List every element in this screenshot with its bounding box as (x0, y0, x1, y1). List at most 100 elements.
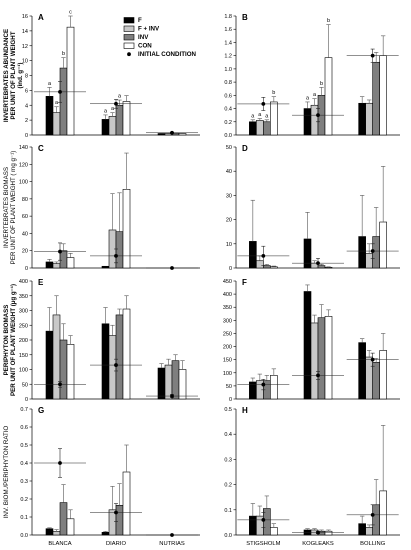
panel-a-initial-dot (114, 101, 118, 106)
x-category-label: KOGLEAKS (302, 541, 334, 547)
panel-b-bar-f (249, 121, 257, 136)
panel-c-bar-f (45, 261, 54, 269)
panel-d-ytick-label: 40 (226, 169, 232, 175)
panel-c-ytick-label: 140 (19, 145, 28, 151)
panel-d-bar-f (358, 236, 366, 269)
panel-d-letter: D (242, 144, 248, 153)
panel-e-initial-dot (114, 363, 118, 367)
panel-h-bar-con (270, 527, 278, 536)
panel-b-bar-con (270, 101, 278, 136)
panel-d-bar-con (379, 221, 387, 269)
panel-g-initial-dot (114, 510, 118, 515)
row-label-1: (ind. g⁻¹) (17, 63, 24, 89)
panel-g-bar-finv (52, 531, 61, 536)
panel-c-initial-dot (58, 249, 62, 254)
panel-a-ytick-label: 8 (25, 74, 28, 80)
panel-b-ytick-label: 1.2 (224, 54, 232, 60)
panel-a-ytick-label: 16 (22, 14, 28, 20)
panel-b-ytick-label: 1.4 (224, 40, 232, 46)
panel-c-bar-con (66, 257, 75, 269)
panel-d-bar-f (303, 238, 312, 269)
panel-g-bar-f (45, 528, 54, 536)
panel-a-ytick-label: 2 (25, 118, 28, 124)
legend-label: F + INV (138, 26, 160, 33)
panel-h-bar-f (249, 515, 257, 536)
panel-c-bar-f (101, 265, 110, 269)
panel-e-ytick-label: 300 (19, 309, 28, 315)
panel-a-ytick-label: 0 (25, 133, 28, 139)
panel-f-initial-dot (370, 357, 375, 362)
panel-a-letter: A (38, 13, 44, 22)
panel-e-bar-con (66, 344, 75, 400)
panel-c-ytick-label: 100 (19, 180, 28, 186)
panel-a-initial-dot (58, 89, 62, 94)
panel-a-ytick-label: 12 (22, 44, 28, 50)
panel-b-sig-letter: b (320, 81, 323, 87)
panel-a-initial-dot (170, 130, 174, 135)
panel-e-bar-finv (108, 335, 117, 400)
panel-b-bar-finv (310, 104, 319, 136)
panel-h-initial-dot (261, 517, 266, 522)
panel-a-bar-f (101, 119, 110, 136)
panel-e-bar-inv (59, 339, 68, 400)
panel-h-bar-finv (365, 527, 373, 536)
panel-e-ytick-label: 50 (22, 382, 28, 388)
panel-f-bar-con (270, 375, 278, 400)
panel-a-sig-letter: a (48, 81, 52, 87)
panel-d-bar-finv (256, 260, 264, 269)
panel-a-sig-letter: a (111, 106, 115, 112)
panel-b-sig-letter: b (272, 90, 275, 96)
panel-c-initial-dot (170, 266, 174, 270)
panel-c-bar-con (122, 189, 131, 269)
panel-e-bar-inv (171, 360, 180, 400)
panel-h-ytick-label: 0.3 (224, 457, 232, 463)
panel-a-ytick-label: 10 (22, 59, 28, 65)
panel-b-ytick-label: 0.0 (224, 133, 232, 139)
row-label-4: INV. BIOM./PERIPHYTON RATIO (3, 425, 10, 518)
panel-a-bar-con (66, 26, 75, 136)
panel-d-ytick-label: 10 (226, 242, 232, 248)
panel-c-ytick-label: 20 (22, 249, 28, 255)
panel-b-sig-letter: a (251, 113, 255, 119)
panel-b-sig-letter: a (313, 92, 317, 98)
panel-a-ytick-label: 6 (25, 88, 28, 94)
panel-e-ytick-label: 350 (19, 294, 28, 300)
panel-f-letter: F (242, 278, 247, 287)
panel-d-bar-f (249, 241, 257, 269)
panel-e-ytick-label: 100 (19, 368, 28, 374)
legend-swatch-con (123, 42, 135, 49)
panel-h-bar-con (324, 530, 333, 536)
panel-e-bar-f (101, 323, 110, 400)
panel-b-ytick-label: 1.8 (224, 14, 232, 20)
legend-label: INV (138, 34, 149, 41)
row-label-3: PERIPHYTON BIOMASS (3, 305, 10, 376)
panel-g-letter: G (38, 406, 44, 415)
panel-g-ytick-label: 0.4 (20, 461, 28, 467)
panel-b-ytick-label: 1.6 (224, 27, 232, 33)
panel-f-bar-con (379, 350, 387, 400)
panel-b-letter: B (242, 13, 248, 22)
panel-g-bar-con (66, 518, 75, 536)
x-category-label: NUTRIAS (159, 541, 185, 547)
legend-swatch-f (123, 17, 135, 24)
panel-a-sig-letter: a (118, 94, 122, 100)
legend-label: CON (138, 43, 152, 50)
panel-f-initial-dot (316, 373, 320, 378)
panel-d-bar-inv (317, 265, 326, 269)
panel-e-bar-inv (115, 314, 124, 400)
panel-g-ytick-label: 0.7 (20, 407, 28, 413)
panel-d-initial-dot (370, 249, 375, 253)
panel-b-bar-f (303, 108, 312, 136)
legend-swatch-initial (127, 52, 131, 57)
panel-g-bar-inv (59, 502, 68, 536)
panel-h-initial-dot (316, 530, 320, 535)
panel-d-ytick-label: 30 (226, 193, 232, 199)
panel-e-bar-f (157, 367, 166, 400)
panel-h-letter: H (242, 406, 248, 415)
panel-h-ytick-label: 0.0 (224, 533, 232, 539)
panel-d-bar-inv (263, 265, 271, 269)
panel-e-ytick-label: 400 (19, 279, 28, 285)
panel-f-bar-finv (365, 356, 373, 400)
